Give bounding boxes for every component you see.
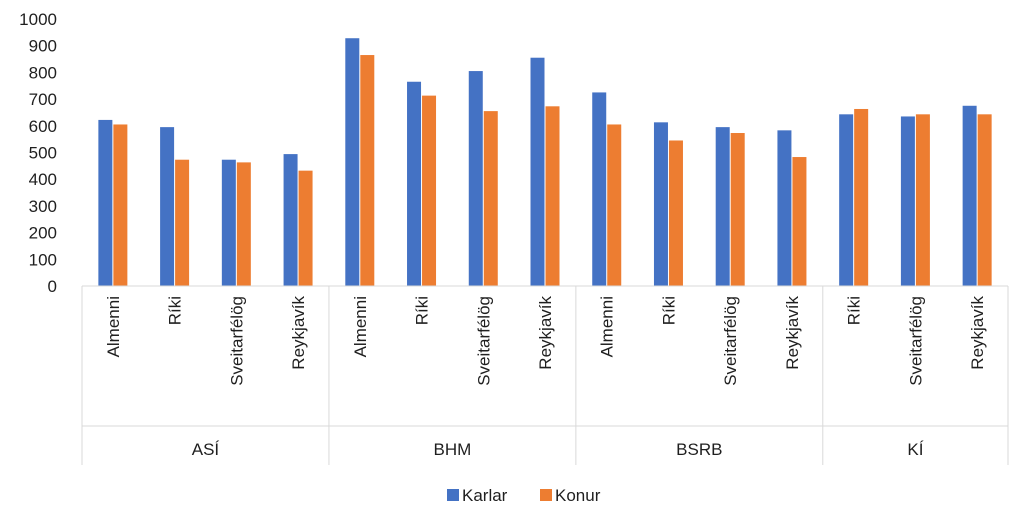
bar-karlar bbox=[407, 81, 422, 287]
bar-karlar bbox=[221, 159, 236, 286]
x-tick-label: Reykjavík bbox=[289, 296, 308, 370]
legend-swatch-konur bbox=[540, 489, 552, 501]
y-tick-label: 100 bbox=[29, 250, 57, 269]
bar-karlar bbox=[283, 154, 298, 286]
bar-konur bbox=[298, 170, 313, 286]
bar-konur bbox=[422, 95, 437, 286]
legend: Karlar Konur bbox=[447, 486, 601, 505]
x-tick-label: Sveitarfélög bbox=[227, 296, 246, 386]
y-tick-label: 900 bbox=[29, 37, 57, 56]
bar-konur bbox=[854, 108, 869, 286]
bar-karlar bbox=[962, 105, 977, 287]
y-tick-label: 600 bbox=[29, 117, 57, 136]
bars bbox=[98, 38, 992, 287]
bar-karlar bbox=[653, 122, 668, 286]
bar-konur bbox=[360, 55, 375, 286]
x-tick-label: Ríki bbox=[166, 296, 185, 325]
bar-karlar bbox=[592, 92, 607, 286]
bar-karlar bbox=[839, 114, 854, 286]
y-axis: 0 100 200 300 400 500 600 700 800 900 1000 bbox=[19, 10, 57, 296]
legend-swatch-karlar bbox=[447, 489, 459, 501]
x-tick-label: Ríki bbox=[845, 296, 864, 325]
bar-konur bbox=[977, 114, 992, 286]
bar-konur bbox=[792, 157, 807, 286]
group-label: BHM bbox=[434, 440, 472, 459]
y-tick-label: 400 bbox=[29, 170, 57, 189]
x-tick-label: Almenni bbox=[351, 296, 370, 357]
bar-karlar bbox=[715, 127, 730, 286]
bar-karlar bbox=[900, 116, 915, 286]
y-tick-label: 500 bbox=[29, 144, 57, 163]
bar-konur bbox=[175, 159, 190, 286]
bar-karlar bbox=[98, 119, 113, 287]
group-label: ASÍ bbox=[192, 440, 220, 459]
bar-konur bbox=[668, 140, 683, 286]
bar-konur bbox=[545, 106, 560, 287]
y-tick-label: 0 bbox=[48, 277, 57, 296]
x-tick-label: Reykjavík bbox=[783, 296, 802, 370]
group-label: KÍ bbox=[907, 440, 923, 459]
x-tick-label: Sveitarfélög bbox=[906, 296, 925, 386]
bar-konur bbox=[236, 162, 251, 286]
x-tick-label: Ríki bbox=[659, 296, 678, 325]
x-tick-label: Ríki bbox=[413, 296, 432, 325]
group-label: BSRB bbox=[676, 440, 722, 459]
y-tick-label: 800 bbox=[29, 63, 57, 82]
x-tick-label: Almenni bbox=[104, 296, 123, 357]
y-tick-label: 300 bbox=[29, 197, 57, 216]
y-tick-label: 200 bbox=[29, 224, 57, 243]
bar-konur bbox=[483, 111, 498, 287]
bar-konur bbox=[915, 114, 930, 286]
bar-konur bbox=[113, 124, 128, 286]
x-tick-label: Sveitarfélög bbox=[721, 296, 740, 386]
x-tick-label: Sveitarfélög bbox=[474, 296, 493, 386]
legend-label-karlar: Karlar bbox=[462, 486, 508, 505]
bar-konur bbox=[607, 124, 622, 286]
bar-konur bbox=[730, 133, 745, 286]
x-tick-label: Reykjavík bbox=[968, 296, 987, 370]
legend-label-konur: Konur bbox=[555, 486, 601, 505]
bar-karlar bbox=[345, 38, 360, 286]
y-tick-label: 700 bbox=[29, 90, 57, 109]
bar-karlar bbox=[777, 130, 792, 286]
x-tick-label: Reykjavík bbox=[536, 296, 555, 370]
y-tick-label: 1000 bbox=[19, 10, 57, 29]
bar-karlar bbox=[160, 127, 175, 286]
bar-karlar bbox=[468, 71, 483, 286]
bar-karlar bbox=[530, 57, 545, 287]
x-tick-label: Almenni bbox=[598, 296, 617, 357]
x-axis: Almenni Ríki Sveitarfélög Reykjavík Almenni R… bbox=[81, 285, 1009, 465]
